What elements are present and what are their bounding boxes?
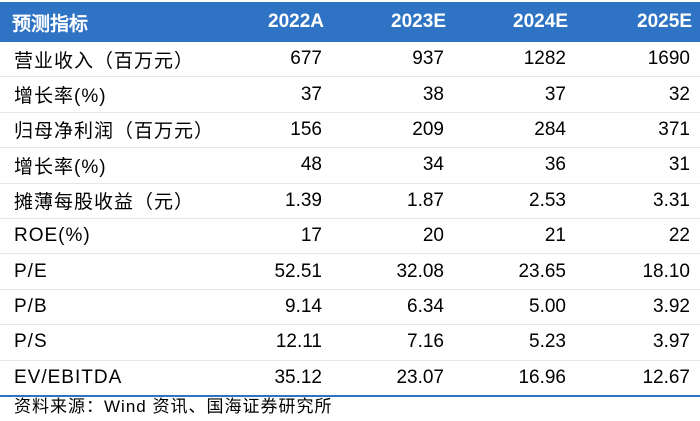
header-2023e: 2023E — [391, 11, 446, 32]
table-row: 营业收入（百万元） 677 937 1282 1690 — [0, 42, 700, 78]
cell-value: 3.92 — [576, 289, 700, 326]
cell-value: 937 — [332, 42, 454, 78]
cell-value: 9.14 — [210, 289, 332, 326]
table-row: 增长率(%) 48 34 36 31 — [0, 147, 700, 184]
table-row: P/B 9.14 6.34 5.00 3.92 — [0, 289, 700, 326]
cell-value: 31 — [576, 147, 700, 184]
cell-value: 209 — [332, 112, 454, 149]
source-note: 资料来源：Wind 资讯、国海证券研究所 — [14, 397, 333, 416]
row-label: 增长率(%) — [0, 76, 210, 113]
header-2025e: 2025E — [637, 11, 692, 32]
header-indicator: 预测指标 — [12, 13, 89, 35]
cell-value: 32.08 — [332, 253, 454, 290]
cell-value: 20 — [332, 218, 454, 255]
cell-value: 22 — [576, 218, 700, 255]
forecast-table: 预测指标 2022A 2023E 2024E 2025E 营业收入（百万元） 6… — [0, 2, 700, 397]
cell-value: 38 — [332, 76, 454, 113]
table-row: 摊薄每股收益（元） 1.39 1.87 2.53 3.31 — [0, 183, 700, 219]
table-header-row: 预测指标 2022A 2023E 2024E 2025E — [0, 2, 700, 42]
row-label: ROE(%) — [0, 218, 210, 255]
table-row: P/S 12.11 7.16 5.23 3.97 — [0, 324, 700, 361]
cell-value: 3.31 — [576, 183, 700, 219]
cell-value: 35.12 — [210, 360, 332, 397]
row-label: P/S — [0, 324, 210, 361]
cell-value: 677 — [210, 42, 332, 78]
cell-value: 18.10 — [576, 253, 700, 290]
cell-value: 52.51 — [210, 253, 332, 290]
cell-value: 48 — [210, 147, 332, 184]
cell-value: 37 — [210, 76, 332, 113]
cell-value: 156 — [210, 112, 332, 149]
table-row: P/E 52.51 32.08 23.65 18.10 — [0, 253, 700, 290]
table-row: ROE(%) 17 20 21 22 — [0, 218, 700, 255]
cell-value: 32 — [576, 76, 700, 113]
row-label: P/B — [0, 289, 210, 326]
cell-value: 1282 — [454, 42, 576, 78]
cell-value: 21 — [454, 218, 576, 255]
cell-value: 1.87 — [332, 183, 454, 219]
cell-value: 23.65 — [454, 253, 576, 290]
cell-value: 5.23 — [454, 324, 576, 361]
table-row: 增长率(%) 37 38 37 32 — [0, 76, 700, 113]
cell-value: 12.11 — [210, 324, 332, 361]
header-2022a: 2022A — [268, 11, 324, 32]
cell-value: 3.97 — [576, 324, 700, 361]
row-label: P/E — [0, 253, 210, 290]
table-row: EV/EBITDA 35.12 23.07 16.96 12.67 — [0, 360, 700, 397]
cell-value: 16.96 — [454, 360, 576, 397]
cell-value: 12.67 — [576, 360, 700, 397]
row-label: EV/EBITDA — [0, 360, 210, 397]
cell-value: 23.07 — [332, 360, 454, 397]
cell-value: 371 — [576, 112, 700, 149]
cell-value: 1.39 — [210, 183, 332, 219]
cell-value: 6.34 — [332, 289, 454, 326]
cell-value: 1690 — [576, 42, 700, 78]
row-label: 增长率(%) — [0, 147, 210, 184]
row-label: 摊薄每股收益（元） — [0, 183, 210, 219]
cell-value: 34 — [332, 147, 454, 184]
cell-value: 5.00 — [454, 289, 576, 326]
cell-value: 17 — [210, 218, 332, 255]
cell-value: 7.16 — [332, 324, 454, 361]
row-label: 营业收入（百万元） — [0, 42, 210, 78]
header-2024e: 2024E — [513, 11, 568, 32]
cell-value: 37 — [454, 76, 576, 113]
cell-value: 284 — [454, 112, 576, 149]
table-row: 归母净利润（百万元） 156 209 284 371 — [0, 112, 700, 149]
cell-value: 2.53 — [454, 183, 576, 219]
cell-value: 36 — [454, 147, 576, 184]
row-label: 归母净利润（百万元） — [0, 112, 213, 149]
